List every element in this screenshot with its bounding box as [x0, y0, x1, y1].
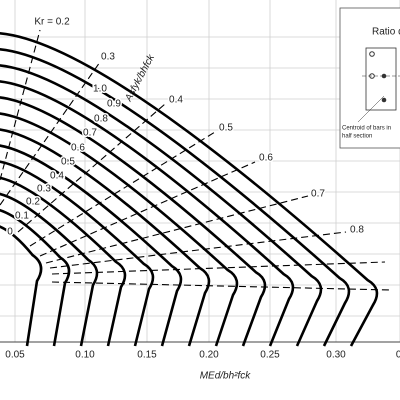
kr-line [39, 161, 256, 257]
interaction-curve [0, 176, 127, 347]
curve-label: 0.8 [94, 114, 108, 125]
kr-lines [0, 29, 391, 291]
curve-label: 0.9 [107, 99, 121, 110]
kr-line [49, 231, 347, 269]
kr-line [51, 281, 391, 291]
kr-line [17, 103, 166, 233]
curves [0, 32, 379, 347]
interaction-curve [0, 208, 71, 347]
interaction-curve [0, 112, 239, 347]
x-tick-label: 0.25 [260, 350, 280, 361]
bar [369, 51, 375, 57]
interaction-curve [0, 144, 183, 347]
curve-label: 0.5 [61, 157, 75, 168]
x-tick-label: 0.10 [75, 350, 95, 361]
interaction-curve [0, 192, 99, 347]
inset: Ratio d Centroid of bars in half section [339, 7, 400, 149]
interaction-curve [0, 96, 267, 347]
kr-label: 0.4 [169, 95, 183, 106]
x-tick-label: 0. [396, 350, 400, 361]
inset-note: half section [342, 134, 372, 140]
kr-line [45, 195, 309, 264]
curve-label: 0.3 [37, 184, 51, 195]
curve-label: 0.7 [83, 128, 97, 139]
kr-label: 0.7 [311, 189, 325, 200]
labels: 0.05 0.10 0.15 0.20 0.25 0.30 0. 00.1 0.2 0.3 0.4 0… [5, 15, 400, 361]
leader [357, 95, 385, 123]
curve-title: Asfyk/bhfck [123, 52, 158, 104]
x-tick-label: 0.30 [326, 350, 346, 361]
interaction-curve [0, 225, 43, 347]
x-axis-label: MEd/bh²fck [200, 371, 252, 382]
bar [381, 97, 387, 103]
curve-label: 0.1 [15, 211, 29, 222]
kr-line [0, 29, 41, 181]
x-tick-label: 0.20 [199, 350, 219, 361]
interaction-curve [0, 48, 351, 347]
interaction-curve [0, 32, 379, 347]
inset-note: Centroid of bars in [342, 126, 391, 132]
interaction-curve [0, 128, 211, 347]
x-tick-label: 0.05 [5, 350, 25, 361]
curve-label: 0 [7, 227, 13, 238]
kr-label: Kr = 0.2 [34, 17, 70, 28]
curve-label: 0.4 [50, 171, 64, 182]
kr-label: 0.8 [350, 225, 364, 236]
curve-label: 0.2 [26, 197, 40, 208]
kr-line [29, 131, 216, 247]
kr-label: 0.6 [259, 153, 273, 164]
x-tick-label: 0.15 [137, 350, 157, 361]
kr-line [0, 61, 101, 206]
inset-title: Ratio d [372, 27, 400, 38]
interaction-curve [0, 160, 155, 347]
curve-label: 0.6 [71, 143, 85, 154]
curve-label: 1.0 [93, 84, 107, 95]
kr-label: 0.5 [219, 123, 233, 134]
interaction-curve [0, 80, 295, 347]
section [365, 47, 397, 111]
kr-label: 0.3 [101, 52, 115, 63]
kr-line [51, 261, 386, 275]
